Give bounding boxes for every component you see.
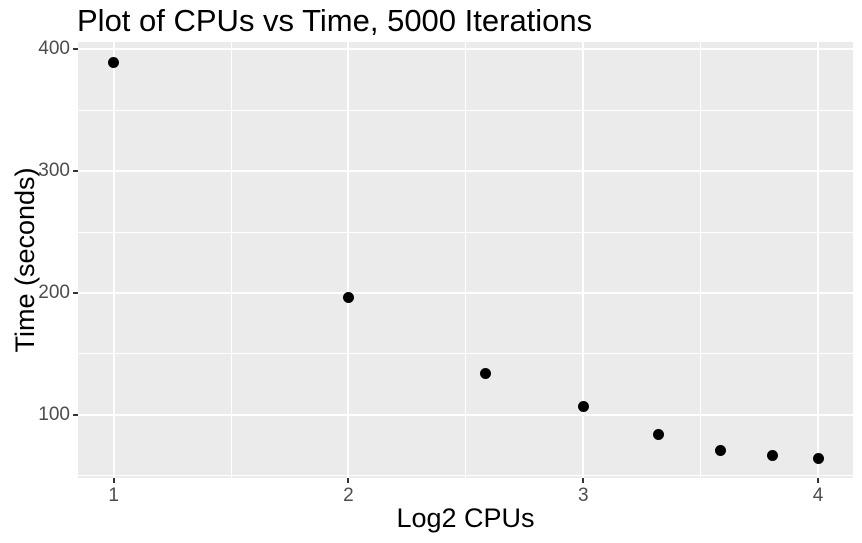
y-tick-label: 100 (38, 403, 70, 425)
gridline-x-major (347, 42, 350, 478)
x-tick-label: 1 (108, 485, 119, 506)
y-tick-mark (73, 413, 78, 416)
gridline-y-minor (78, 353, 853, 355)
data-point (653, 428, 665, 440)
y-tick-label: 300 (38, 160, 70, 182)
data-point (342, 292, 354, 304)
y-tick-label: 200 (38, 281, 70, 303)
y-tick-mark (73, 291, 78, 294)
y-tick-mark (73, 170, 78, 173)
data-point (715, 444, 727, 456)
x-tick-label: 2 (343, 485, 354, 506)
data-point (767, 449, 779, 461)
x-tick-label: 3 (577, 485, 589, 506)
x-tick-mark (582, 478, 585, 483)
gridline-y-major (78, 291, 853, 294)
gridline-y-major (78, 413, 853, 416)
y-tick-mark (73, 48, 78, 51)
x-tick-mark (817, 478, 820, 483)
x-tick-label: 4 (812, 485, 824, 506)
data-point (577, 400, 589, 412)
gridline-y-minor (78, 475, 853, 477)
gridline-x-minor (700, 42, 702, 478)
gridline-y-minor (78, 109, 853, 111)
gridline-x-major (817, 42, 820, 478)
data-point (480, 367, 492, 379)
x-tick-mark (112, 478, 115, 483)
gridline-y-major (78, 48, 853, 51)
plot-title: Plot of CPUs vs Time, 5000 Iterations (77, 3, 593, 38)
gridline-x-major (582, 42, 585, 478)
data-point (812, 453, 824, 465)
y-tick-label: 400 (38, 38, 70, 60)
gridline-y-major (78, 170, 853, 173)
gridline-x-minor (465, 42, 467, 478)
gridline-y-minor (78, 231, 853, 233)
plot-panel (78, 42, 853, 478)
gridline-x-major (112, 42, 115, 478)
x-tick-mark (347, 478, 350, 483)
x-axis-title: Log2 CPUs (396, 503, 535, 533)
gridline-x-minor (230, 42, 232, 478)
data-point (108, 56, 120, 68)
